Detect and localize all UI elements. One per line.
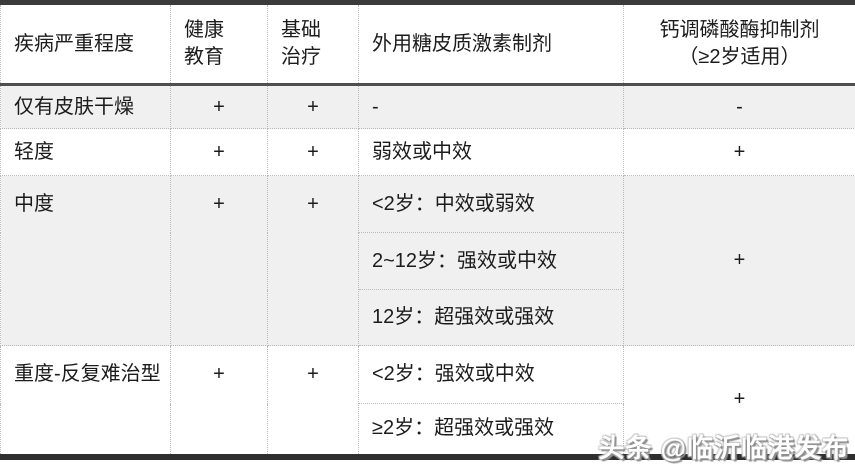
cell-severity-moderate: 中度 bbox=[0, 175, 171, 346]
cell-severe-steroid-under2: <2岁：强效或中效 bbox=[358, 345, 624, 404]
header-row: 疾病严重程度 健康 教育 基础 治疗 外用糖皮质激素制剂 钙调磷酸酶抑制剂 （≥… bbox=[0, 2, 855, 85]
cell-severity-mild: 轻度 bbox=[0, 128, 171, 176]
cell-moderate-basic: + bbox=[267, 175, 359, 346]
cell-severe-calcineurin: + bbox=[623, 345, 855, 457]
cell-moderate-health: + bbox=[170, 175, 268, 346]
cell-moderate-steroid-under2: <2岁：中效或弱效 bbox=[358, 175, 624, 233]
cell-dry-calcineurin: - bbox=[623, 84, 855, 129]
cell-dry-health: + bbox=[170, 84, 268, 129]
table-row-severe-over2: ≥2岁：超强效或强效 bbox=[1, 403, 855, 457]
table-row-mild: 轻度 + + 弱效或中效 + bbox=[0, 128, 855, 176]
cell-moderate-steroid-2to12: 2~12岁：强效或中效 bbox=[358, 232, 624, 290]
cell-dry-steroid: - bbox=[358, 84, 624, 129]
header-cell-severity: 疾病严重程度 bbox=[0, 2, 171, 85]
header-cell-calcineurin-inhibitor: 钙调磷酸酶抑制剂 （≥2岁适用） bbox=[623, 2, 855, 85]
cell-mild-health: + bbox=[170, 128, 268, 176]
header-cell-health-education: 健康 教育 bbox=[170, 2, 268, 85]
cell-severity-severe: 重度-反复难治型 bbox=[0, 345, 171, 457]
cell-severe-steroid-over2: ≥2岁：超强效或强效 bbox=[358, 403, 624, 457]
cell-moderate-steroid-over12: 12岁：超强效或强效 bbox=[358, 289, 624, 346]
table-row-severe: 重度-反复难治型 + + <2岁：强效或中效 + bbox=[0, 345, 855, 457]
cell-mild-calcineurin: + bbox=[623, 128, 855, 176]
cell-severe-health: + bbox=[170, 345, 268, 457]
cell-mild-basic: + bbox=[267, 128, 359, 176]
cell-dry-basic: + bbox=[267, 84, 359, 129]
cell-moderate-calcineurin: + bbox=[623, 175, 855, 346]
table-row-dry-skin: 仅有皮肤干燥 + + - - bbox=[0, 84, 855, 129]
cell-severity-dry: 仅有皮肤干燥 bbox=[0, 84, 171, 129]
watermark: 头条 @临沂临港发布 bbox=[598, 433, 849, 463]
header-cell-basic-treatment: 基础 治疗 bbox=[267, 2, 359, 85]
cell-mild-steroid: 弱效或中效 bbox=[358, 128, 624, 176]
header-cell-topical-steroid: 外用糖皮质激素制剂 bbox=[358, 2, 624, 85]
table-row-moderate: 中度 + + <2岁：中效或弱效 + bbox=[0, 175, 855, 346]
cell-severe-basic: + bbox=[267, 345, 359, 457]
